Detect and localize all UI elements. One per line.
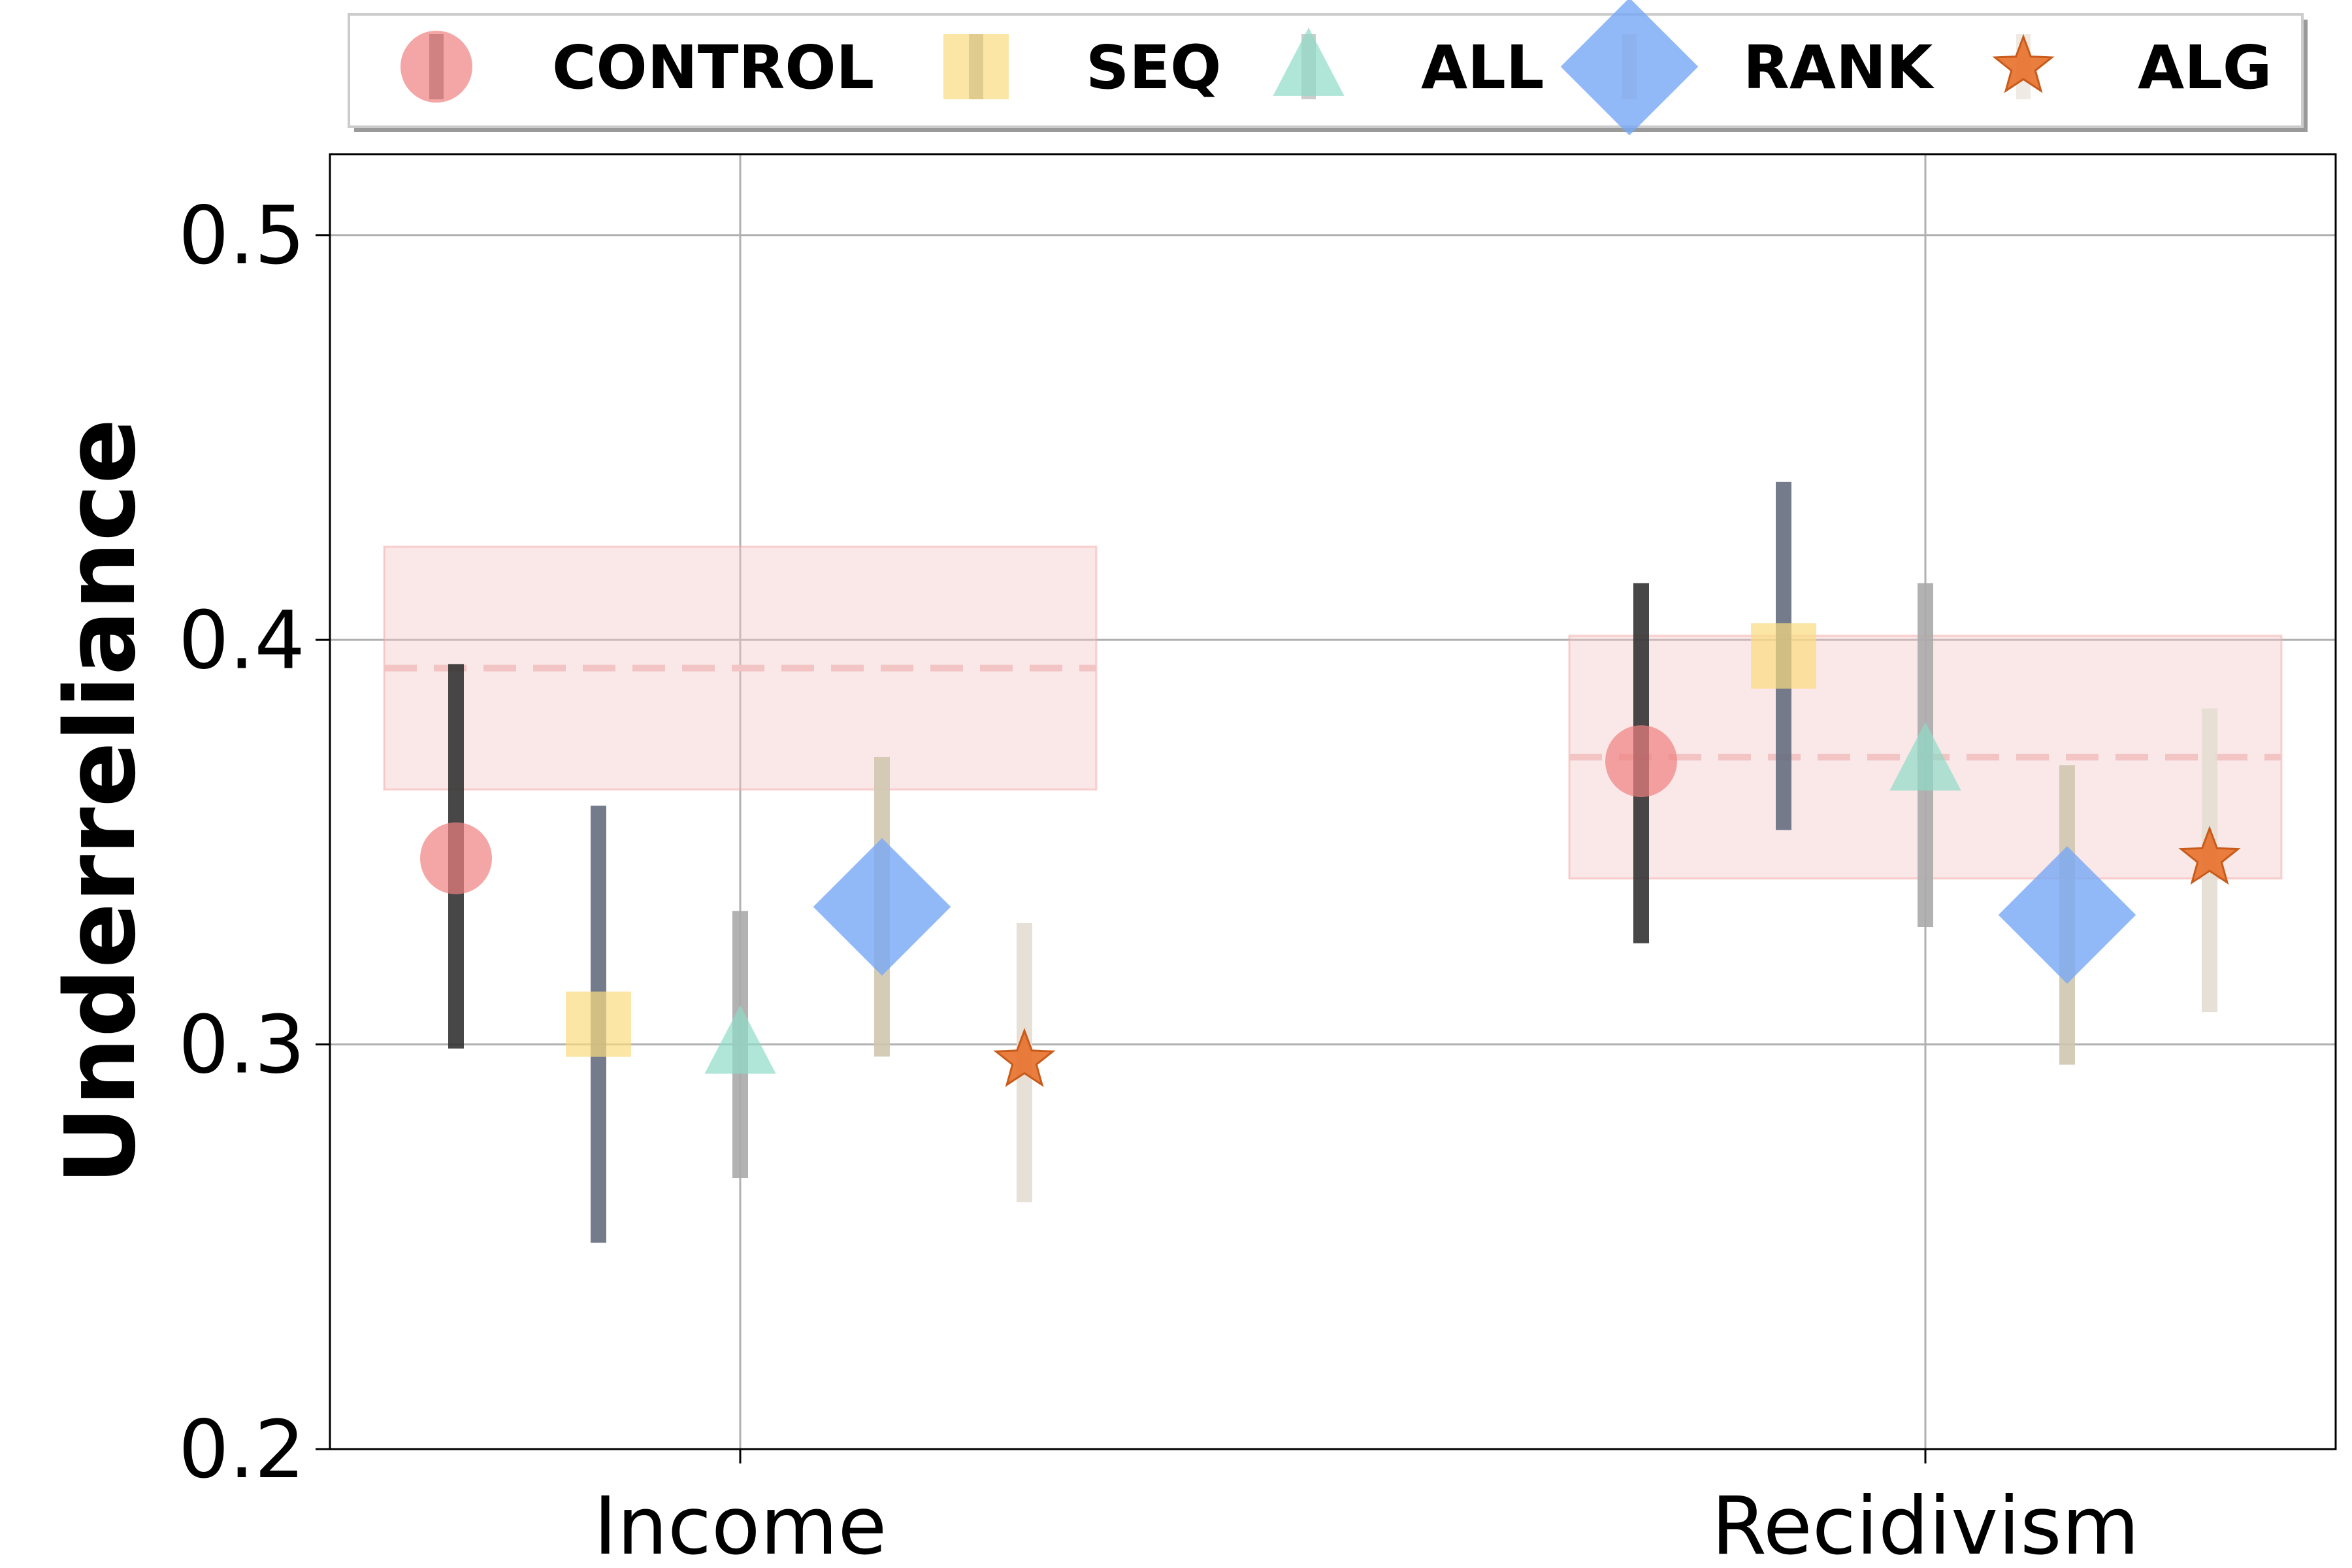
legend-label-alg: ALG (2138, 33, 2272, 103)
x-tick-label-recidivism: Recidivism (1711, 1480, 2139, 1568)
y-tick-label: 0.5 (178, 189, 305, 282)
tick-layer: 0.2 0.3 0.4 0.5 Income Recidivism (178, 189, 2140, 1568)
marker-alg-income (993, 1028, 1056, 1087)
legend-marker-all (1273, 27, 1345, 96)
marker-all-income (704, 1005, 776, 1074)
control-band-layer (383, 546, 2283, 880)
marker-all-recidivism (1889, 722, 1961, 791)
marker-rank-income (813, 838, 951, 976)
legend-marker-seq (943, 34, 1009, 99)
legend-marker-alg (1992, 33, 2055, 93)
marker-control-recidivism (1605, 725, 1677, 798)
legend-label-rank: RANK (1743, 33, 1935, 103)
marker-seq-recidivism (1751, 623, 1816, 689)
legend-items: CONTROL SEQ ALL RANK ALG (400, 0, 2272, 136)
marker-rank-recidivism (1998, 846, 2136, 984)
marker-control-income (420, 822, 492, 894)
y-tick-label: 0.4 (178, 594, 305, 687)
legend-marker-control (400, 31, 472, 103)
legend-label-control: CONTROL (552, 33, 874, 103)
plot-frame (329, 153, 2337, 1450)
y-axis-title: Underreliance (44, 418, 157, 1184)
marker-seq-income (566, 991, 631, 1057)
y-tick-label: 0.3 (178, 999, 305, 1092)
legend-marker-rank (1560, 0, 1699, 136)
marker-alg-recidivism (2178, 825, 2241, 885)
legend: CONTROL SEQ ALL RANK ALG (348, 0, 2308, 136)
legend-label-seq: SEQ (1086, 33, 1221, 103)
marker-layer (420, 623, 2241, 1087)
x-tick-label-income: Income (594, 1480, 887, 1568)
y-tick-label: 0.2 (178, 1403, 305, 1496)
legend-label-all: ALL (1421, 33, 1544, 103)
